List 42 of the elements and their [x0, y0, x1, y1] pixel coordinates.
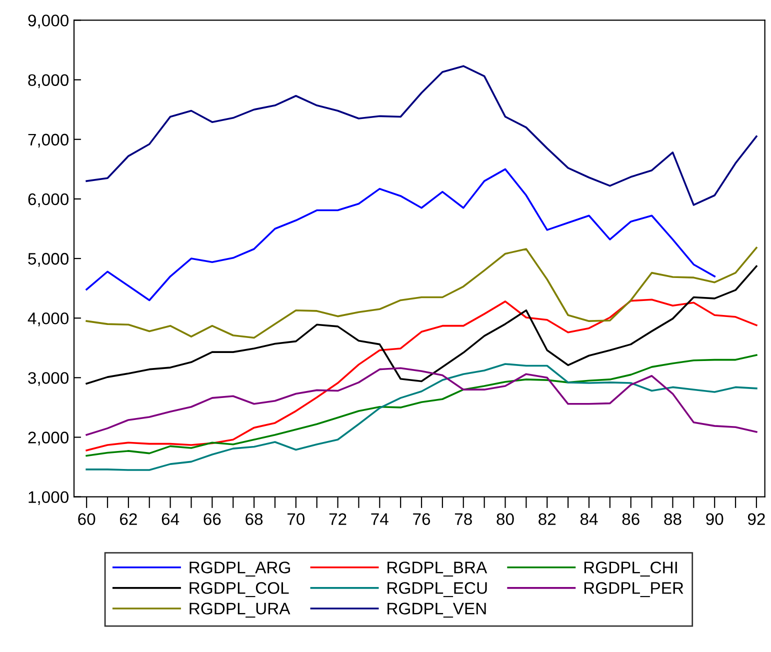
y-tick-label: 1,000 — [28, 491, 69, 505]
line-series — [86, 354, 758, 457]
legend-label: RGDPL_COL — [190, 582, 289, 598]
line-series — [86, 298, 758, 452]
x-tick-label: 86 — [622, 513, 640, 526]
x-tick-label: 68 — [246, 513, 263, 526]
y-tick-label: 7,000 — [28, 134, 69, 148]
y-tick-label: 2,000 — [28, 432, 69, 446]
y-tick-label: 4,000 — [28, 312, 69, 326]
x-tick-label: 90 — [706, 513, 724, 526]
x-tick-label: 76 — [413, 513, 430, 526]
x-tick-label: 74 — [371, 513, 388, 525]
x-tick-label: 92 — [748, 513, 765, 526]
y-tick-label: 3,000 — [28, 372, 69, 386]
x-tick-label: 82 — [538, 513, 556, 526]
x-tick-label: 64 — [162, 513, 180, 526]
y-tick-label: 8,000 — [28, 74, 69, 88]
y-tick-label: 6,000 — [28, 193, 69, 208]
line-series — [86, 367, 758, 436]
line-series — [86, 265, 758, 385]
legend-label: RGDPL_CHI — [584, 562, 677, 577]
line-series — [86, 168, 716, 302]
x-tick-label: 62 — [120, 513, 137, 526]
legend-label: RGDPL_BRA — [388, 562, 488, 577]
x-tick-label: 60 — [78, 513, 96, 526]
x-tick-label: 66 — [204, 513, 221, 526]
line-series — [86, 65, 758, 206]
y-tick-label: 9,000 — [28, 14, 69, 28]
y-tick-label: 5,000 — [28, 252, 69, 267]
legend-label: RGDPL_ECU — [388, 582, 487, 598]
legend-label: RGDPL_URA — [190, 602, 290, 618]
x-tick-label: 84 — [580, 513, 598, 526]
legend-label: RGDPL_PER — [584, 582, 684, 598]
x-tick-label: 70 — [288, 513, 305, 526]
legend-label: RGDPL_ARG — [190, 562, 290, 577]
x-tick-label: 78 — [454, 513, 472, 526]
x-tick-label: 88 — [664, 513, 682, 526]
x-tick-label: 72 — [329, 513, 346, 525]
line-series — [86, 363, 758, 471]
line-series — [86, 246, 758, 339]
x-tick-label: 80 — [496, 513, 514, 526]
legend-label: RGDPL_VEN — [388, 602, 486, 618]
